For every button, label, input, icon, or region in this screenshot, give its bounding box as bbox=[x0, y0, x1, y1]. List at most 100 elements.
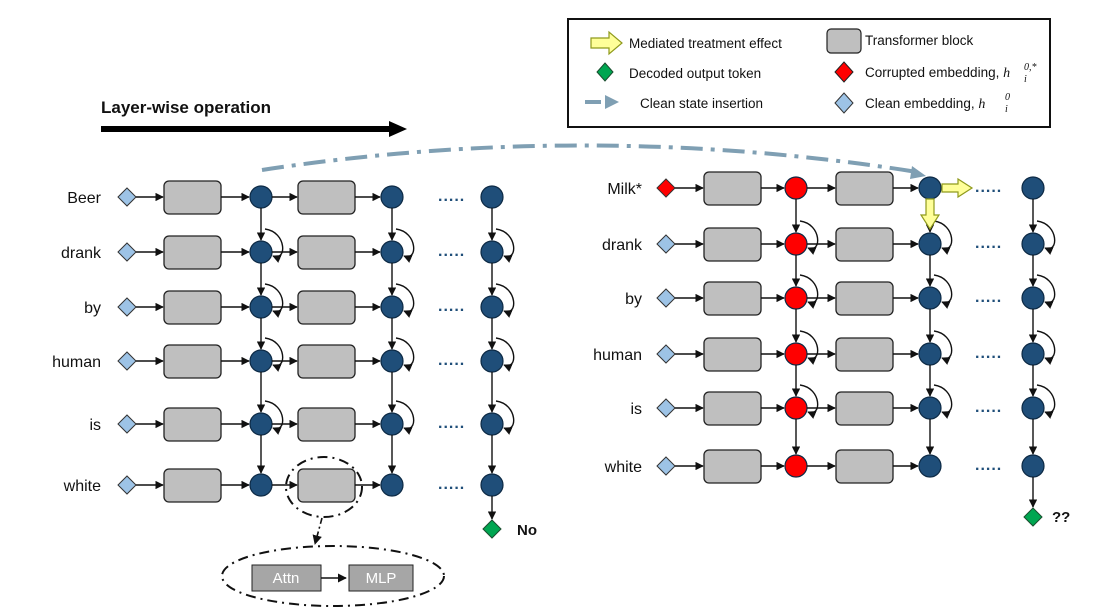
hidden-state-node bbox=[918, 454, 942, 478]
residual-loop-arrow bbox=[264, 337, 284, 372]
embedding-diamond bbox=[117, 351, 137, 371]
residual-loop-arrow bbox=[495, 283, 515, 318]
embedding-diamond bbox=[117, 297, 137, 317]
hidden-state-node bbox=[380, 295, 404, 319]
residual-loop-arrow bbox=[1036, 330, 1056, 365]
hidden-state-node bbox=[784, 232, 808, 256]
hidden-state-node bbox=[784, 342, 808, 366]
hidden-state-node bbox=[249, 185, 273, 209]
mediated-effect-right-arrow bbox=[941, 177, 974, 199]
mediated-arrow-icon bbox=[590, 30, 623, 56]
legend-corrupted-sup: 0,* bbox=[1024, 62, 1037, 73]
transformer-block bbox=[835, 171, 894, 206]
residual-loop-arrow bbox=[395, 337, 415, 372]
residual-loop-arrow bbox=[799, 220, 819, 255]
transformer-block bbox=[163, 468, 222, 503]
hidden-state-node bbox=[784, 176, 808, 200]
embedding-diamond bbox=[117, 414, 137, 434]
embedding-diamond bbox=[117, 187, 137, 207]
ellipsis: ..... bbox=[438, 476, 465, 493]
transformer-block bbox=[835, 337, 894, 372]
hidden-state-node bbox=[918, 232, 942, 256]
embedding-diamond bbox=[656, 398, 676, 418]
layer-wise-arrow bbox=[101, 121, 407, 137]
hidden-state-node bbox=[1021, 396, 1045, 420]
token-label: white bbox=[604, 459, 642, 476]
hidden-state-node bbox=[249, 349, 273, 373]
transformer-block bbox=[297, 468, 356, 503]
hidden-state-node bbox=[480, 473, 504, 497]
transformer-block bbox=[835, 391, 894, 426]
ellipsis: ..... bbox=[975, 289, 1002, 306]
token-label: by bbox=[84, 300, 101, 317]
hidden-state-node bbox=[784, 286, 808, 310]
hidden-state-node bbox=[480, 412, 504, 436]
embedding-diamond bbox=[656, 234, 676, 254]
attn-label: Attn bbox=[273, 570, 300, 587]
hidden-state-node bbox=[480, 185, 504, 209]
layer-wise-title: Layer-wise operation bbox=[101, 98, 271, 117]
left-output-label: No bbox=[517, 522, 537, 539]
transformer-block bbox=[297, 407, 356, 442]
mlp-label: MLP bbox=[366, 570, 397, 587]
hidden-state-node bbox=[380, 185, 404, 209]
hidden-state-node bbox=[249, 473, 273, 497]
legend-insertion-label: Clean state insertion bbox=[640, 96, 763, 111]
mlp-box bbox=[348, 564, 414, 592]
hidden-state-node bbox=[380, 412, 404, 436]
residual-loop-arrow bbox=[395, 283, 415, 318]
token-label: is bbox=[630, 401, 642, 418]
ellipsis: ..... bbox=[975, 235, 1002, 252]
legend-mediated-label: Mediated treatment effect bbox=[629, 36, 782, 51]
embedding-diamond bbox=[656, 344, 676, 364]
embedding-diamond bbox=[656, 456, 676, 476]
residual-loop-arrow bbox=[933, 384, 953, 419]
decoded-diamond-icon bbox=[596, 62, 614, 82]
transformer-block bbox=[297, 290, 356, 325]
transformer-block bbox=[297, 180, 356, 215]
residual-loop-arrow bbox=[799, 384, 819, 419]
transformer-block bbox=[703, 391, 762, 426]
hidden-state-node bbox=[480, 295, 504, 319]
transformer-block bbox=[163, 290, 222, 325]
hidden-state-node bbox=[918, 342, 942, 366]
ellipsis: ..... bbox=[438, 415, 465, 432]
residual-loop-arrow bbox=[395, 228, 415, 263]
token-label: human bbox=[593, 347, 642, 364]
attn-box bbox=[251, 564, 322, 592]
hidden-state-node bbox=[1021, 454, 1045, 478]
transformer-block bbox=[703, 227, 762, 262]
hidden-state-node bbox=[380, 349, 404, 373]
residual-loop-arrow bbox=[264, 400, 284, 435]
ellipsis: ..... bbox=[438, 298, 465, 315]
embedding-diamond bbox=[117, 242, 137, 262]
residual-loop-arrow bbox=[495, 337, 515, 372]
hidden-state-node bbox=[918, 286, 942, 310]
transformer-block bbox=[703, 337, 762, 372]
token-label: drank bbox=[602, 237, 643, 254]
ellipsis: ..... bbox=[975, 399, 1002, 416]
residual-loop-arrow bbox=[495, 228, 515, 263]
ellipsis: ..... bbox=[438, 188, 465, 205]
residual-loop-arrow bbox=[933, 220, 953, 255]
transformer-block bbox=[163, 407, 222, 442]
corrupted-diamond-icon bbox=[834, 61, 854, 83]
mediated-effect-down-arrow bbox=[919, 198, 941, 231]
hidden-state-node bbox=[480, 240, 504, 264]
hidden-state-node bbox=[480, 349, 504, 373]
residual-loop-arrow bbox=[933, 274, 953, 309]
legend-clean-label: Clean embedding, h bbox=[865, 96, 985, 112]
hidden-state-node bbox=[249, 412, 273, 436]
transformer-block bbox=[835, 227, 894, 262]
residual-loop-arrow bbox=[395, 400, 415, 435]
residual-loop-arrow bbox=[264, 228, 284, 263]
hidden-state-node bbox=[1021, 286, 1045, 310]
right-grid: Milk* ..... drank ..... by ..... human ..... is.… bbox=[593, 171, 1056, 508]
clean-insertion-icon bbox=[585, 95, 619, 109]
residual-loop-arrow bbox=[1036, 220, 1056, 255]
legend-corrupted-label: Corrupted embedding, h bbox=[865, 65, 1010, 81]
legend-clean-sup: 0 bbox=[1005, 92, 1010, 103]
transformer-block bbox=[835, 281, 894, 316]
ellipsis: ..... bbox=[975, 345, 1002, 362]
